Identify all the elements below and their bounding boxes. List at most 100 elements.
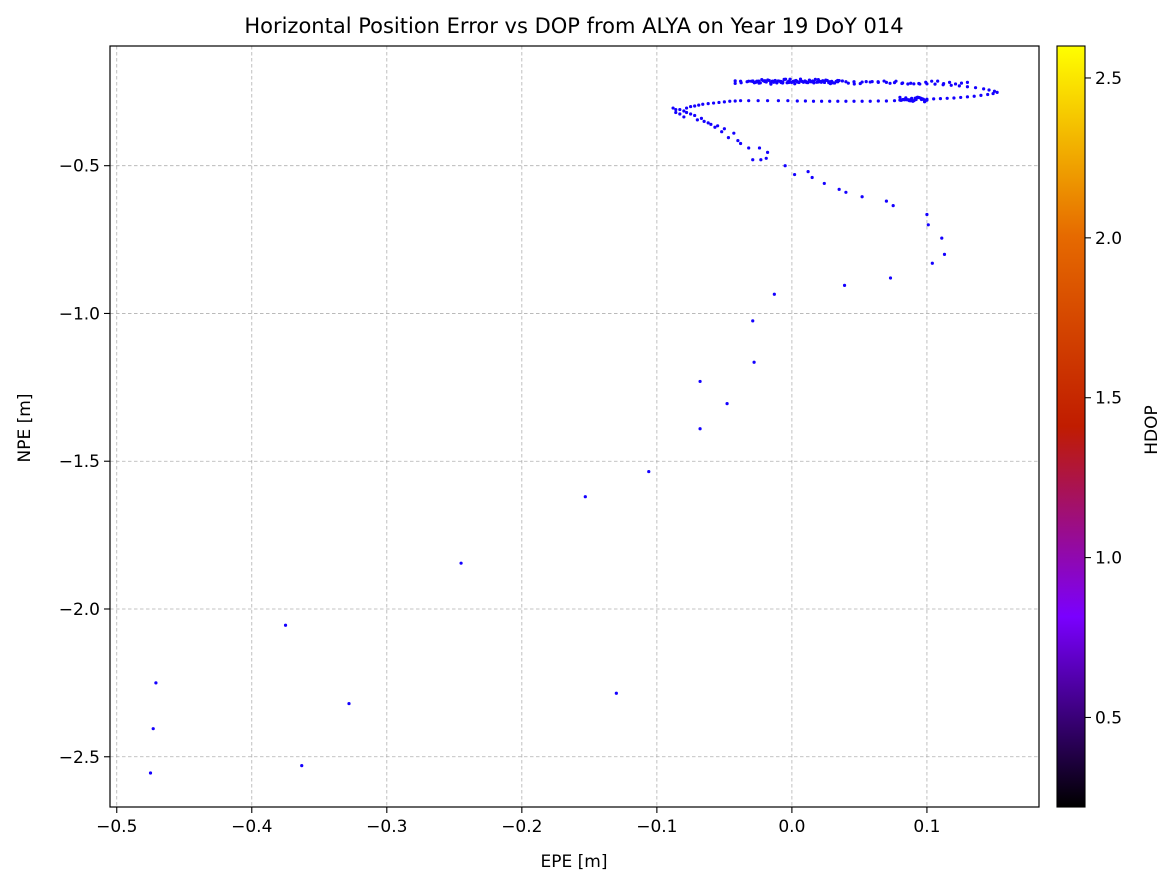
scatter-point: [747, 99, 751, 103]
colorbar-tick-label: 1.5: [1095, 389, 1122, 409]
scatter-point: [745, 80, 749, 84]
scatter-point: [682, 109, 686, 113]
scatter-point: [698, 379, 702, 384]
scatter-point: [684, 110, 689, 115]
scatter-point: [959, 81, 964, 85]
scatter-point: [898, 95, 902, 99]
scatter-point: [918, 82, 922, 86]
scatter-point: [925, 212, 929, 217]
scatter-point: [805, 80, 809, 85]
scatter-point: [698, 427, 702, 431]
scatter-point: [930, 261, 934, 265]
scatter-point: [965, 80, 970, 84]
scatter-point: [764, 156, 768, 160]
scatter-point: [995, 90, 999, 94]
scatter-point: [837, 187, 841, 191]
scatter-point: [733, 99, 737, 103]
scatter-point: [738, 141, 743, 146]
scatter-point: [906, 82, 910, 86]
scatter-point: [952, 96, 956, 100]
colorbar-tick-label: 0.5: [1095, 708, 1122, 728]
scatter-point: [846, 81, 850, 85]
scatter-point: [813, 77, 817, 82]
scatter-point: [884, 80, 889, 84]
scatter-point: [148, 771, 153, 775]
scatter-point: [300, 764, 304, 768]
colorbar-tick-label: 2.5: [1095, 69, 1122, 89]
colorbar-tick-label: 1.0: [1095, 549, 1122, 569]
scatter-point: [860, 195, 864, 199]
scatter-point: [722, 100, 726, 104]
x-tick-label: −0.1: [636, 817, 677, 837]
scatter-point: [716, 124, 720, 128]
scatter-point: [689, 104, 693, 109]
scatter-point: [936, 79, 940, 83]
scatter-point: [900, 81, 904, 86]
scatter-point: [347, 701, 351, 706]
scatter-point: [987, 88, 991, 92]
scatter-points: [148, 77, 999, 775]
scatter-point: [757, 146, 762, 150]
scatter-point: [671, 106, 675, 110]
scatter-point: [674, 107, 678, 112]
scatter-point: [882, 79, 886, 83]
y-tick-label: −1.5: [59, 452, 100, 472]
x-axis-label: EPE [m]: [541, 852, 608, 872]
scatter-point: [728, 99, 732, 103]
scatter-point: [678, 107, 682, 112]
scatter-point: [792, 172, 797, 177]
y-axis-ticks: −0.5 −1.0 −1.5 −2.0 −2.5: [59, 157, 110, 768]
scatter-point: [942, 252, 947, 256]
scatter-point: [947, 80, 952, 84]
plot-frame: [109, 45, 1040, 808]
scatter-point: [759, 158, 763, 162]
scatter-point: [852, 82, 856, 86]
scatter-point: [858, 81, 862, 86]
scatter-point: [706, 121, 710, 125]
scatter-point: [844, 190, 848, 194]
scatter-point: [834, 79, 839, 83]
scatter-point: [820, 99, 824, 103]
x-tick-label: 0.1: [913, 817, 940, 837]
x-tick-label: 0.0: [778, 817, 805, 837]
scatter-point: [959, 95, 963, 100]
scatter-point: [894, 79, 898, 83]
scatter-point: [868, 99, 872, 103]
scatter-point: [876, 99, 880, 103]
scatter-point: [810, 175, 814, 180]
scatter-point: [973, 86, 978, 90]
scatter-point: [938, 97, 943, 101]
scatter-point: [806, 170, 810, 174]
scatter-point: [925, 98, 929, 102]
scatter-point: [811, 99, 816, 103]
scatter-point: [713, 125, 717, 129]
scatter-point: [942, 82, 946, 86]
scatter-point: [876, 80, 880, 84]
scatter-point: [811, 79, 815, 83]
scatter-point: [932, 97, 936, 101]
scatter-point: [891, 203, 895, 208]
scatter-point: [793, 82, 797, 86]
x-tick-label: −0.2: [501, 817, 542, 837]
scatter-point: [736, 138, 740, 143]
scatter-point: [583, 495, 587, 499]
scatter-point: [828, 99, 832, 103]
scatter-point: [763, 79, 767, 83]
scatter-point: [979, 93, 983, 97]
scatter-point: [775, 81, 779, 85]
scatter-point: [799, 79, 803, 83]
x-tick-label: −0.5: [96, 817, 137, 837]
scatter-point: [689, 112, 693, 116]
scatter-point: [732, 131, 736, 135]
scatter-point: [864, 80, 868, 84]
scatter-point: [992, 89, 997, 93]
scatter-point: [699, 116, 704, 121]
scatter-point: [725, 401, 729, 406]
colorbar-label: HDOP: [1142, 405, 1162, 455]
scatter-point: [837, 78, 841, 83]
scatter-point: [701, 102, 705, 106]
scatter-point: [844, 99, 848, 103]
scatter-point: [697, 103, 701, 107]
scatter-point: [283, 623, 288, 627]
